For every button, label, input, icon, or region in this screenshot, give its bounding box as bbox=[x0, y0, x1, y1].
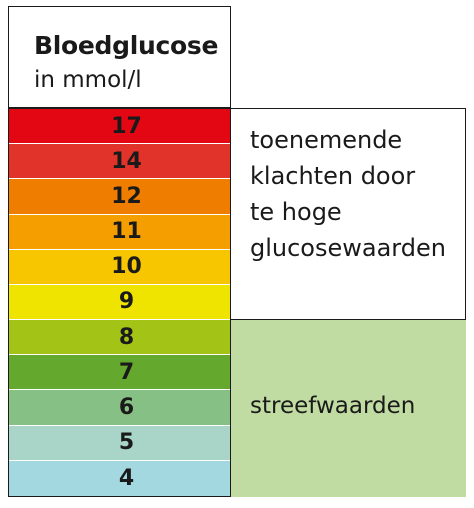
scale-level-12: 12 bbox=[9, 179, 230, 215]
zone-target-label: streefwaarden bbox=[250, 393, 416, 419]
scale-level-17: 17 bbox=[9, 109, 230, 145]
scale-level-value: 14 bbox=[111, 148, 142, 174]
scale-level-6: 6 bbox=[9, 390, 230, 426]
scale-level-value: 8 bbox=[118, 324, 135, 350]
scale-level-value: 11 bbox=[111, 219, 142, 245]
scale-level-5: 5 bbox=[9, 425, 230, 461]
scale-level-7: 7 bbox=[9, 355, 230, 391]
scale-level-4: 4 bbox=[9, 460, 230, 496]
scale-header: Bloedglucose in mmol/l bbox=[8, 6, 231, 108]
scale-level-value: 9 bbox=[118, 289, 135, 315]
glucose-scale: 17 14 12 11 10 9 8 7 6 5 4 bbox=[8, 108, 231, 497]
scale-level-11: 11 bbox=[9, 214, 230, 250]
header-title: Bloedglucose bbox=[34, 31, 219, 60]
zone-high-line: klachten door bbox=[250, 162, 416, 190]
scale-level-value: 5 bbox=[118, 430, 135, 456]
zone-high-text: toenemende klachten door te hoge glucose… bbox=[250, 122, 446, 266]
scale-level-9: 9 bbox=[9, 284, 230, 321]
zone-high-line: te hoge bbox=[250, 198, 342, 226]
scale-level-8: 8 bbox=[9, 320, 230, 356]
scale-level-10: 10 bbox=[9, 249, 230, 285]
zone-high-line: glucosewaarden bbox=[250, 234, 446, 262]
zone-high-line: toenemende bbox=[250, 126, 403, 154]
header-unit: in mmol/l bbox=[34, 67, 142, 93]
scale-level-value: 10 bbox=[111, 254, 142, 280]
scale-level-value: 17 bbox=[111, 113, 142, 139]
scale-level-value: 12 bbox=[111, 183, 142, 209]
zone-target-panel: streefwaarden bbox=[231, 320, 466, 497]
zone-high-panel: toenemende klachten door te hoge glucose… bbox=[231, 108, 466, 320]
scale-level-value: 6 bbox=[118, 395, 135, 421]
scale-level-value: 4 bbox=[118, 465, 135, 491]
scale-level-14: 14 bbox=[9, 144, 230, 180]
scale-level-value: 7 bbox=[118, 359, 135, 385]
